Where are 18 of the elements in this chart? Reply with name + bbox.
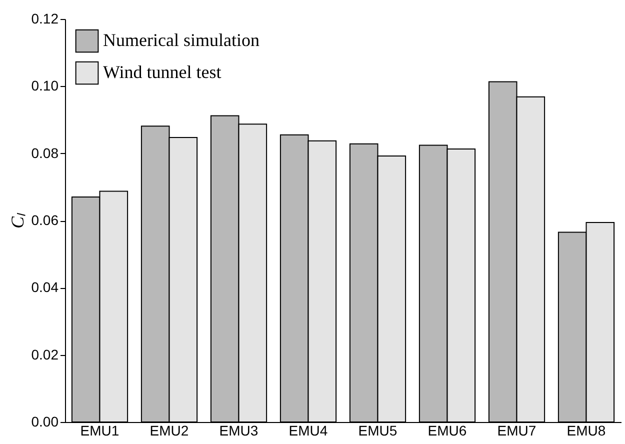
y-tick-label: 0.08 — [31, 144, 59, 161]
x-tick-label: EMU7 — [497, 422, 536, 438]
y-tick-label: 0.12 — [31, 10, 59, 26]
x-tick-label: EMU8 — [566, 422, 606, 438]
y-tick-label: 0.04 — [31, 279, 59, 296]
y-tick-label: 0.00 — [31, 414, 59, 430]
x-tick-label: EMU3 — [219, 422, 258, 438]
y-tick-label: 0.10 — [31, 78, 59, 94]
legend-label: Wind tunnel test — [103, 62, 222, 82]
x-tick-label: EMU4 — [288, 422, 328, 438]
x-tick-label: EMU5 — [358, 422, 398, 438]
legend-label: Numerical simulation — [103, 30, 260, 50]
y-axis-title: Cₗ — [7, 212, 28, 229]
x-tick-label: EMU6 — [428, 422, 467, 438]
x-tick-label: EMU2 — [150, 422, 189, 438]
x-tick-label: EMU1 — [80, 422, 120, 438]
y-tick-label: 0.02 — [31, 346, 59, 362]
y-tick-label: 0.06 — [31, 212, 59, 228]
